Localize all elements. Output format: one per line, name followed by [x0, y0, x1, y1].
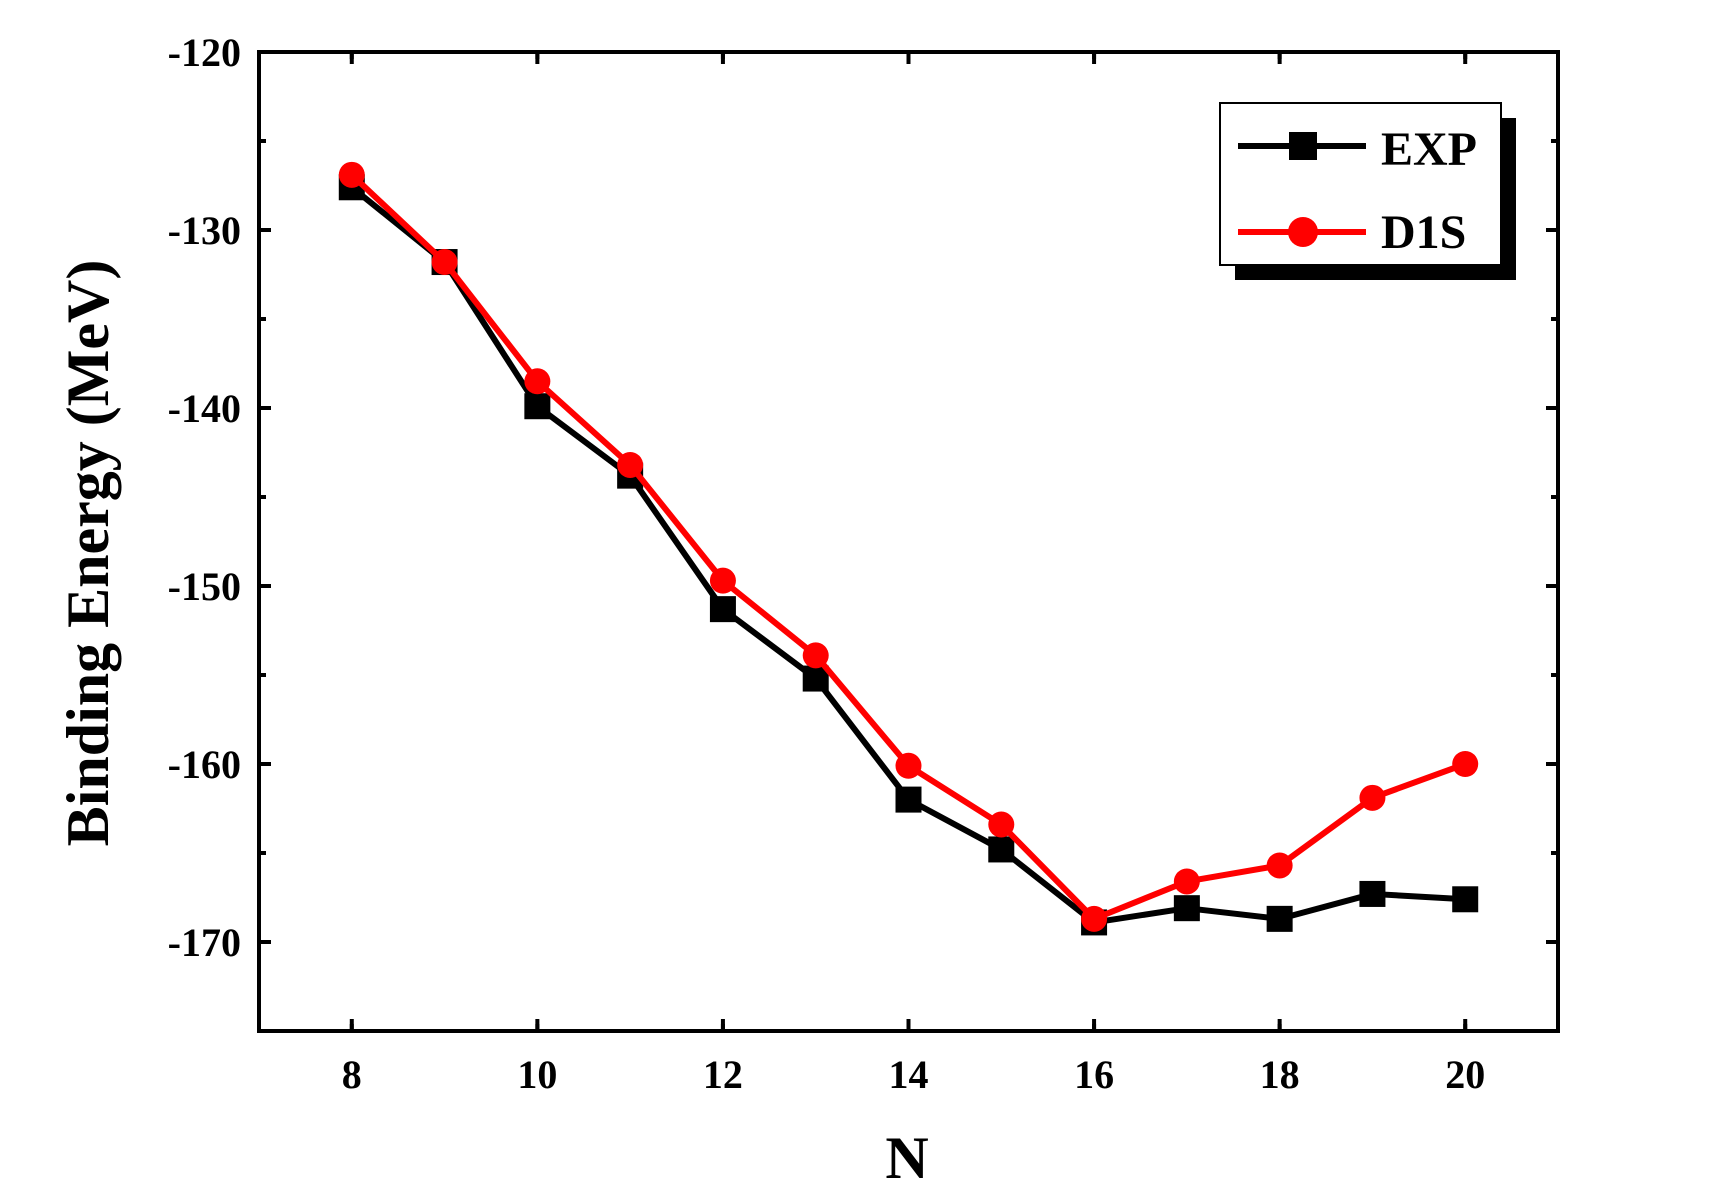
data-point-d1s [1359, 784, 1386, 811]
y-tick-label: -130 [168, 208, 241, 253]
data-point-d1s [617, 451, 644, 478]
data-point-exp [1266, 905, 1293, 932]
y-tick-label: -120 [168, 30, 241, 75]
axis-ticks [259, 50, 1558, 1031]
data-point-d1s [1173, 868, 1200, 895]
data-point-d1s [895, 752, 922, 779]
y-tick-label: -150 [168, 564, 241, 609]
legend-marker-d1s [1288, 217, 1318, 247]
data-point-exp [988, 836, 1015, 863]
y-tick-label: -160 [168, 742, 241, 787]
data-point-d1s [1081, 905, 1108, 932]
legend-label-exp: EXP [1381, 123, 1477, 176]
data-point-exp [895, 786, 922, 813]
data-point-d1s [524, 368, 551, 395]
series-layer [338, 161, 1479, 936]
x-tick-label: 14 [889, 1052, 929, 1097]
data-point-d1s [431, 249, 458, 276]
data-point-exp [1173, 895, 1200, 922]
x-tick-label: 12 [703, 1052, 743, 1097]
x-tick-label: 8 [342, 1052, 362, 1097]
legend-entry-d1s [1238, 217, 1366, 247]
data-point-exp [1359, 880, 1386, 907]
data-point-d1s [988, 811, 1015, 838]
y-tick-label: -140 [168, 386, 241, 431]
axis-tick-labels: 8 10 12 14 16 18 20 -120 -130 -140 -150 -160 -170 [168, 30, 1486, 1097]
data-point-exp [709, 596, 736, 623]
x-tick-label: 20 [1445, 1052, 1485, 1097]
data-point-d1s [338, 161, 365, 188]
x-tick-label: 10 [517, 1052, 557, 1097]
legend: EXP D1S [1219, 102, 1516, 280]
data-point-exp [1452, 886, 1479, 913]
x-tick-label: 18 [1260, 1052, 1300, 1097]
legend-marker-exp [1289, 132, 1317, 160]
data-point-exp [524, 393, 551, 420]
data-point-d1s [1266, 852, 1293, 879]
legend-box [1219, 102, 1502, 266]
y-tick-label: -170 [168, 920, 241, 965]
y-axis-title: Binding Energy (MeV) [55, 260, 121, 847]
data-point-d1s [1452, 751, 1479, 777]
x-tick-label: 16 [1074, 1052, 1114, 1097]
legend-label-d1s: D1S [1381, 206, 1466, 259]
legend-entry-exp [1238, 132, 1366, 160]
data-point-d1s [709, 567, 736, 594]
data-point-d1s [802, 642, 829, 669]
x-axis-title: N [885, 1125, 928, 1189]
